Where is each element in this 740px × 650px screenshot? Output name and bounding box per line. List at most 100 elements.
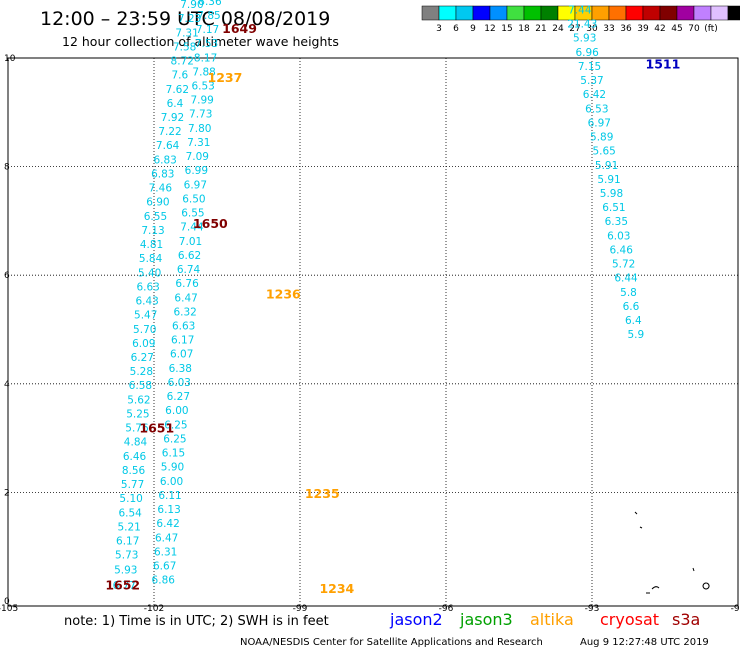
swh-value: 7.64 — [156, 140, 180, 152]
colorbar-label: (ft) — [704, 24, 718, 34]
colorbar-swatch — [421, 5, 440, 21]
x-tick-label: -99 — [293, 604, 308, 614]
swh-value: 5.9 — [627, 329, 644, 341]
swh-value: 5.65 — [592, 146, 615, 158]
swh-value: 6.63 — [172, 321, 195, 333]
swh-value: 7.90 — [180, 0, 203, 11]
swh-value: 5.47 — [134, 310, 157, 322]
swh-value: 6.25 — [164, 419, 187, 431]
swh-value: 5.72 — [612, 259, 635, 271]
swh-value: 6.76 — [175, 278, 199, 290]
island-mark — [634, 511, 638, 515]
swh-value: 6.00 — [165, 405, 188, 417]
swh-value: 7.17 — [196, 24, 219, 36]
satellite-legend-jason3: jason3 — [459, 610, 513, 629]
pass-label: 1651 — [139, 421, 174, 436]
swh-value: 7.23 — [178, 13, 201, 25]
colorbar-swatch — [727, 5, 740, 21]
swh-value: 7.99 — [190, 95, 213, 107]
footer-note: note: 1) Time is in UTC; 2) SWH is in fe… — [64, 614, 329, 629]
y-tick-label: 10 — [4, 54, 16, 64]
swh-value: 5.73 — [115, 550, 138, 562]
y-tick-label: 4 — [4, 380, 10, 390]
swh-value: 7.88 — [192, 66, 215, 78]
swh-value: 7.46 — [149, 183, 173, 195]
swh-value: 6.90 — [146, 197, 169, 209]
colorbar-swatch — [472, 5, 491, 21]
swh-value: 6.07 — [170, 349, 193, 361]
colorbar-label: 36 — [620, 24, 632, 34]
satellite-legend-cryosat: cryosat — [600, 610, 659, 629]
swh-value: 6.51 — [602, 202, 625, 214]
swh-tracks: 6.775.935.736.175.216.545.105.778.566.46… — [113, 0, 645, 592]
swh-value: 7.85 — [197, 10, 220, 22]
swh-value: 7.31 — [175, 27, 198, 39]
map-area: -105-102-99-96-93-900246810 6.77 5.9 3 5.73… — [0, 0, 740, 614]
swh-value: 6.83 — [151, 168, 174, 180]
colorbar-swatch — [625, 5, 644, 21]
swh-value: 6.27 — [131, 352, 154, 364]
swh-value: 7.01 — [179, 236, 202, 248]
swh-value: 6.46 — [610, 244, 634, 256]
swh-value: 6.77 — [113, 580, 136, 592]
swh-value: 6.4 — [167, 98, 184, 110]
swh-value: 4.81 — [140, 239, 163, 251]
swh-value: 6.97 — [184, 179, 207, 191]
swh-value: 5.90 — [161, 462, 184, 474]
swh-value: 8.72 — [171, 56, 194, 68]
colorbar-swatch — [455, 5, 474, 21]
swh-value: 6.13 — [157, 504, 180, 516]
colorbar-swatch — [506, 5, 525, 21]
colorbar-swatch — [540, 5, 559, 21]
swh-value: 6.03 — [607, 230, 630, 242]
swh-value: 6.63 — [136, 281, 159, 293]
colorbar-label: 18 — [518, 24, 530, 34]
swh-value: 6.31 — [154, 546, 177, 558]
swh-value: 5.62 — [127, 394, 150, 406]
swh-value: 7.13 — [141, 225, 164, 237]
colorbar-label: 39 — [637, 24, 649, 34]
swh-value: 6.00 — [160, 476, 183, 488]
axis-tick-labels: -105 -102 -99 -96 -93 -90 0 2 4 6 8 10 — [0, 54, 740, 614]
y-tick-label: 0 — [4, 597, 10, 607]
swh-value: 6.83 — [153, 154, 176, 166]
colorbar-label: 12 — [484, 24, 495, 34]
colorbar-label: 27 — [569, 24, 580, 34]
swh-value: 5.84 — [139, 253, 163, 265]
swh-value: 6.09 — [132, 338, 155, 350]
pass-label: 1511 — [646, 56, 681, 71]
land-outline — [634, 511, 710, 594]
swh-value: 5.76 — [125, 423, 149, 435]
colorbar-label: 30 — [586, 24, 598, 34]
colorbar-label: 42 — [654, 24, 665, 34]
swh-value: 6.97 — [588, 117, 611, 129]
swh-value: 6.96 — [575, 47, 599, 59]
swh-track: 8.36 7.85 7.17 7.53 8.17 7.88 6.53 7.99 7.73 7.80… — [152, 0, 222, 587]
colorbar-swatch — [659, 5, 678, 21]
pass-label: 1234 — [319, 581, 354, 596]
x-tick-label: -93 — [585, 604, 600, 614]
timestamp-text: Aug 9 12:27:48 UTC 2019 — [580, 637, 709, 648]
colorbar-label: 24 — [552, 24, 564, 34]
colorbar-label: 33 — [603, 24, 614, 34]
swh-value: 7.92 — [161, 112, 184, 124]
swh-value: 6.67 — [153, 561, 176, 573]
swh-value: 6.35 — [605, 216, 628, 228]
pass-labels: 1649123716501236165112351652123415101511 — [105, 21, 681, 596]
swh-value: 6.42 — [583, 89, 606, 101]
page-title: 12:00 – 23:59 UTC 08/08/2019 — [40, 8, 330, 30]
colorbar-label: 3 — [436, 24, 442, 34]
swh-value: 6.11 — [158, 490, 181, 502]
swh-value: 4.84 — [124, 437, 148, 449]
pass-label: 1237 — [208, 70, 243, 85]
map-grid — [8, 58, 738, 606]
swh-value: 5.77 — [121, 479, 144, 491]
swh-value: 7.62 — [166, 84, 189, 96]
swh-value: 6.54 — [118, 507, 142, 519]
pass-label: 1236 — [266, 287, 301, 302]
swh-value: 6.6 — [623, 301, 640, 313]
swh-value: 6.15 — [162, 448, 185, 460]
swh-value: 5.25 — [126, 408, 149, 420]
swh-value: 6.74 — [177, 264, 201, 276]
swh-track: 6.296.157.4421.435.936.967.155.376.426.5… — [566, 0, 644, 341]
